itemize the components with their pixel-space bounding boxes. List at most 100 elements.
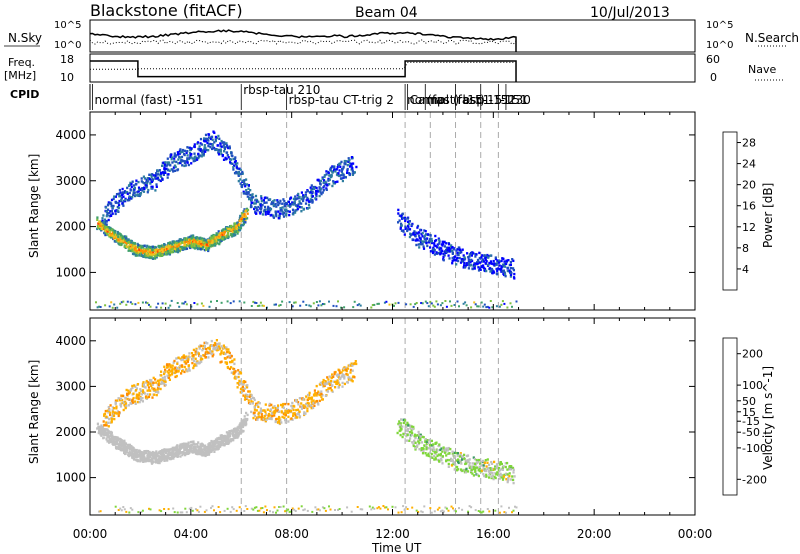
data-cell	[275, 409, 278, 412]
data-cell	[203, 242, 206, 246]
data-cell	[198, 145, 201, 148]
data-cell	[134, 454, 137, 457]
data-cell	[99, 426, 103, 429]
data-cell	[168, 378, 171, 381]
data-cell	[105, 214, 108, 218]
data-cell	[254, 210, 257, 213]
data-cell	[179, 245, 182, 249]
data-cell	[239, 214, 242, 218]
data-cell	[229, 161, 232, 164]
data-cell	[125, 450, 128, 453]
data-cell	[223, 439, 226, 442]
data-cell	[177, 450, 180, 453]
data-cell	[209, 146, 212, 149]
data-cell	[297, 412, 300, 415]
data-cell	[220, 350, 223, 353]
data-cell	[98, 227, 102, 231]
data-cell	[401, 425, 404, 428]
data-cell	[348, 162, 351, 165]
ground-cell	[458, 305, 460, 308]
data-cell	[241, 391, 244, 394]
data-cell	[322, 378, 325, 382]
data-cell	[396, 431, 399, 435]
data-cell	[197, 352, 200, 355]
data-cell	[333, 168, 336, 171]
data-cell	[418, 246, 421, 249]
data-cell	[160, 380, 164, 384]
data-cell	[268, 412, 271, 416]
data-cell	[325, 173, 328, 176]
data-cell	[200, 360, 203, 363]
data-cell	[468, 458, 471, 461]
power-ylabel: Slant Range [km]	[27, 154, 41, 258]
data-cell	[252, 411, 255, 415]
colorbar-tick-label: 20	[742, 179, 756, 192]
data-cell	[179, 451, 182, 454]
data-cell	[169, 452, 172, 455]
ground-cell	[262, 304, 265, 307]
data-cell	[310, 194, 313, 197]
data-cell	[163, 365, 166, 368]
ground-cell	[489, 300, 492, 302]
data-cell	[442, 252, 445, 256]
data-cell	[471, 472, 474, 475]
data-cell	[128, 243, 131, 246]
data-cell	[107, 430, 110, 433]
data-cell	[349, 377, 352, 380]
data-cell	[182, 245, 185, 248]
data-cell	[233, 230, 236, 233]
data-cell	[230, 429, 233, 433]
data-cell	[179, 443, 182, 446]
data-cell	[402, 432, 405, 436]
data-cell	[242, 380, 245, 384]
data-cell	[327, 381, 330, 384]
data-cell	[447, 254, 450, 257]
data-cell	[161, 382, 164, 385]
data-cell	[411, 441, 414, 444]
data-cell	[206, 141, 209, 145]
data-cell	[270, 202, 273, 206]
data-cell	[486, 461, 489, 464]
data-cell	[236, 434, 240, 437]
data-cell	[159, 251, 162, 255]
noise-frame	[89, 19, 696, 53]
data-cell	[120, 449, 123, 452]
data-cell	[245, 411, 248, 415]
data-cell	[217, 134, 220, 138]
data-cell	[146, 393, 149, 396]
data-cell	[448, 246, 451, 249]
data-cell	[196, 246, 199, 249]
data-cell	[227, 355, 230, 358]
data-cell	[342, 165, 345, 168]
data-cell	[218, 242, 221, 246]
data-cell	[229, 158, 233, 161]
data-cell	[333, 371, 336, 374]
data-cell	[133, 191, 136, 194]
data-cell	[146, 180, 149, 183]
data-cell	[225, 157, 228, 161]
data-cell	[272, 201, 275, 205]
data-cell	[341, 373, 344, 376]
data-cell	[490, 476, 493, 480]
data-cell	[236, 162, 239, 165]
data-cell	[433, 458, 436, 461]
data-cell	[182, 159, 185, 163]
data-cell	[178, 364, 182, 368]
data-cell	[150, 379, 153, 382]
data-cell	[110, 417, 113, 420]
data-cell	[430, 439, 433, 443]
data-cell	[107, 228, 110, 231]
nave-tick-bottom: 0	[710, 71, 717, 84]
data-cell	[135, 249, 138, 253]
data-cell	[222, 344, 225, 347]
data-cell	[133, 188, 136, 191]
data-cell	[130, 249, 133, 252]
ground-cell	[279, 304, 282, 306]
data-cell	[292, 408, 295, 412]
data-cell	[189, 444, 192, 448]
data-cell	[168, 252, 172, 255]
data-cell	[279, 418, 282, 422]
data-cell	[421, 235, 424, 238]
data-cell	[320, 187, 323, 190]
station-title: Blackstone (fitACF)	[90, 1, 243, 20]
